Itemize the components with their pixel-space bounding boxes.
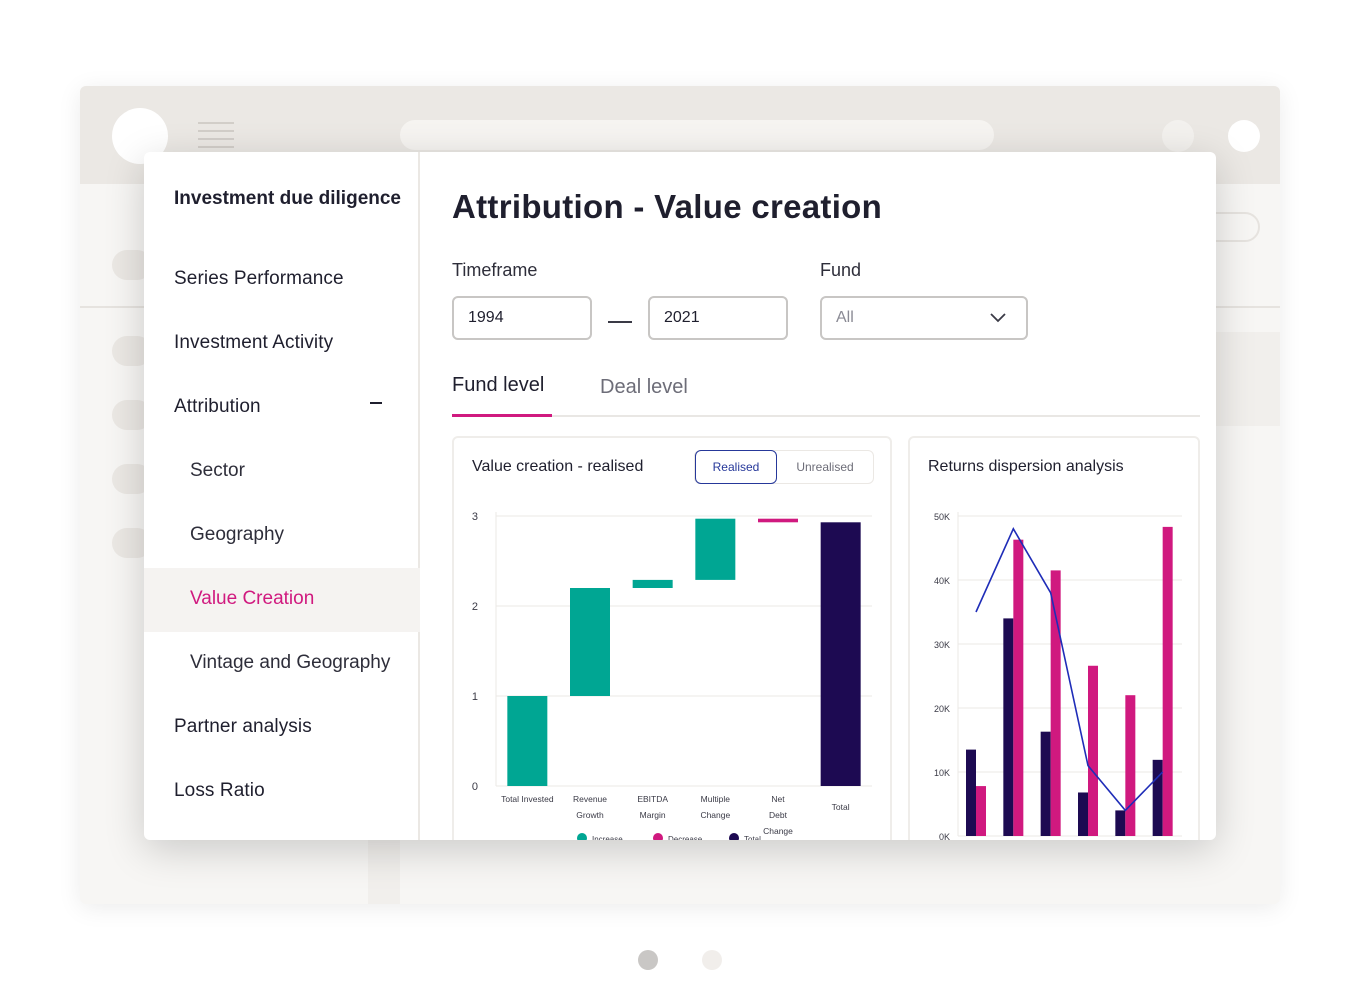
bar-series-1: [1115, 810, 1126, 836]
bar-series-2: [976, 786, 986, 836]
range-dash: [608, 321, 632, 323]
sidebar: Investment due diligence Series Performa…: [144, 152, 420, 840]
collapse-icon[interactable]: [370, 402, 382, 404]
bar-series-2: [1162, 526, 1173, 836]
background-panel: [1216, 332, 1280, 426]
tab-fund-level[interactable]: Fund level: [452, 374, 545, 396]
x-tick-label: Revenue Growth: [573, 794, 607, 820]
bar-series-2: [1125, 695, 1136, 836]
sidebar-item-sector[interactable]: Sector: [190, 460, 245, 481]
returns-dispersion-panel: Returns dispersion analysis 0K 10K 20K 30K 4…: [908, 436, 1200, 840]
bar-total: [820, 522, 861, 786]
chart-title: Value creation - realised: [472, 458, 644, 475]
realised-button[interactable]: Realised: [695, 450, 777, 484]
sidebar-item-loss-ratio[interactable]: Loss Ratio: [174, 780, 265, 801]
bar-series-2: [1050, 570, 1061, 836]
chart-title: Returns dispersion analysis: [928, 458, 1124, 475]
sidebar-active-highlight: [144, 568, 420, 632]
bar-series-1: [966, 749, 976, 836]
bar-series-1: [1040, 731, 1051, 836]
bar-increase: [695, 518, 736, 580]
timeframe-label: Timeframe: [452, 260, 538, 280]
timeframe-to-input[interactable]: 2021: [648, 296, 788, 340]
y-tick-label: 30K: [934, 640, 950, 650]
y-tick-label: 0K: [939, 832, 950, 840]
x-tick-label: Net Debt Change: [763, 794, 793, 836]
bar-series-2: [1088, 665, 1098, 836]
tab-deal-level[interactable]: Deal level: [600, 376, 688, 398]
timeframe-from-input[interactable]: 1994: [452, 296, 592, 340]
sidebar-item-vintage-and-geography[interactable]: Vintage and Geography: [190, 652, 391, 673]
legend-marker-decrease: [653, 833, 663, 840]
legend-marker-total: [729, 833, 739, 840]
active-tab-indicator: [452, 414, 552, 417]
y-tick-label: 1: [472, 691, 478, 703]
returns-dispersion-chart: 0K 10K 20K 30K 40K 50K: [934, 512, 1182, 840]
background-circle-button: [1162, 120, 1194, 152]
carousel-dot-active[interactable]: [638, 950, 658, 970]
y-tick-label: 10K: [934, 768, 950, 778]
y-tick-label: 20K: [934, 704, 950, 714]
menu-icon: [198, 122, 234, 150]
sidebar-item-value-creation[interactable]: Value Creation: [190, 588, 315, 609]
fund-select-value: All: [836, 309, 854, 326]
legend-label: Decrease: [668, 835, 703, 840]
fund-select[interactable]: All: [820, 296, 1028, 340]
chevron-down-icon: [990, 313, 1006, 323]
page-title: Attribution - Value creation: [452, 188, 883, 225]
timeframe-from-value: 1994: [468, 309, 504, 326]
realised-toggle: Realised Unrealised: [694, 450, 874, 484]
y-tick-label: 2: [472, 601, 478, 613]
sidebar-item-series-performance[interactable]: Series Performance: [174, 268, 344, 289]
sidebar-heading: Investment due diligence: [174, 188, 401, 209]
x-tick-label: Total: [832, 802, 850, 812]
fund-label: Fund: [820, 260, 862, 280]
x-tick-label: Multiple Change: [700, 794, 730, 820]
app-card: Investment due diligence Series Performa…: [144, 152, 1216, 840]
background-address-bar: [400, 120, 994, 150]
legend-label: Increase: [592, 835, 623, 840]
bar-series-1: [1003, 618, 1014, 836]
legend-label: Total: [744, 835, 761, 840]
timeframe-to-value: 2021: [664, 309, 700, 326]
value-creation-panel: Value creation - realised Realised Unrea…: [452, 436, 892, 840]
waterfall-chart: 0 1 2 3 Total Invested Revenue Growth EBITDA Mar…: [472, 511, 872, 840]
trend-line: [975, 527, 1164, 812]
bar-increase: [507, 696, 548, 786]
tabs-divider: [452, 415, 1200, 417]
y-tick-label: 50K: [934, 512, 950, 522]
bar-decrease: [758, 518, 798, 523]
y-tick-label: 0: [472, 781, 478, 793]
bar-increase: [570, 588, 610, 696]
sidebar-item-partner-analysis[interactable]: Partner analysis: [174, 716, 312, 737]
carousel-dot[interactable]: [702, 950, 722, 970]
x-tick-label: Total Invested: [501, 794, 554, 804]
y-tick-label: 40K: [934, 576, 950, 586]
sidebar-item-investment-activity[interactable]: Investment Activity: [174, 332, 334, 353]
unrealised-button[interactable]: Unrealised: [796, 460, 854, 474]
sidebar-item-geography[interactable]: Geography: [190, 524, 285, 545]
bar-series-2: [1013, 539, 1024, 836]
background-circle-button: [1228, 120, 1260, 152]
legend-marker-increase: [577, 833, 587, 840]
y-tick-label: 3: [472, 511, 478, 523]
bar-series-1: [1078, 792, 1088, 836]
x-tick-label: EBITDA Margin: [637, 794, 668, 820]
bar-increase: [632, 579, 673, 588]
bar-series-1: [1152, 759, 1163, 836]
sidebar-item-attribution[interactable]: Attribution: [174, 396, 261, 417]
